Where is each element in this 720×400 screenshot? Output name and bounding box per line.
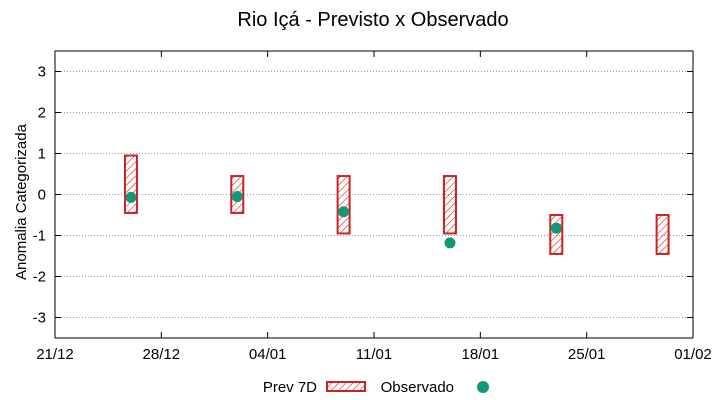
x-axis: 21/12 28/12 04/01 11/01 18/01 25/01 01/02 bbox=[36, 51, 712, 363]
y-tick-label: 0 bbox=[38, 187, 46, 204]
legend-swatch-forecast bbox=[326, 381, 366, 392]
y-tick-label: 2 bbox=[38, 105, 46, 122]
legend-swatch-observed bbox=[477, 381, 489, 393]
x-tick-label: 21/12 bbox=[36, 346, 74, 363]
forecast-range-bar bbox=[123, 154, 138, 214]
x-tick-label: 25/01 bbox=[568, 346, 606, 363]
y-tick-label: 3 bbox=[38, 64, 46, 81]
x-tick-label: 04/01 bbox=[249, 346, 287, 363]
forecast-range-bar bbox=[442, 175, 457, 235]
x-tick-label: 28/12 bbox=[143, 346, 181, 363]
y-tick-label: -1 bbox=[33, 228, 46, 245]
plot-marks bbox=[123, 154, 670, 255]
chart-title: Rio Içá - Previsto x Observado bbox=[237, 9, 508, 31]
forecast-range-bar bbox=[549, 214, 564, 255]
y-tick-label: 1 bbox=[38, 146, 46, 163]
forecast-range-bar bbox=[655, 214, 670, 255]
legend-label-observed: Observado bbox=[381, 379, 454, 396]
y-tick-label: -2 bbox=[33, 269, 46, 286]
grid bbox=[55, 71, 693, 318]
legend: Prev 7D Observado bbox=[263, 379, 489, 396]
x-tick-label: 01/02 bbox=[674, 346, 712, 363]
observed-point bbox=[125, 191, 137, 203]
y-axis: 3 2 1 0 -1 -2 -3 bbox=[33, 64, 693, 327]
y-tick-label: -3 bbox=[33, 310, 46, 327]
observed-point bbox=[338, 206, 350, 218]
x-tick-label: 11/01 bbox=[356, 346, 392, 363]
legend-label-forecast: Prev 7D bbox=[263, 379, 317, 396]
observed-point bbox=[550, 222, 562, 234]
forecast-range-bar bbox=[336, 175, 351, 235]
x-tick-label: 18/01 bbox=[462, 346, 500, 363]
observed-point bbox=[231, 191, 243, 203]
observed-point bbox=[444, 237, 456, 249]
y-axis-label: Anomalia Categorizada bbox=[13, 123, 30, 280]
